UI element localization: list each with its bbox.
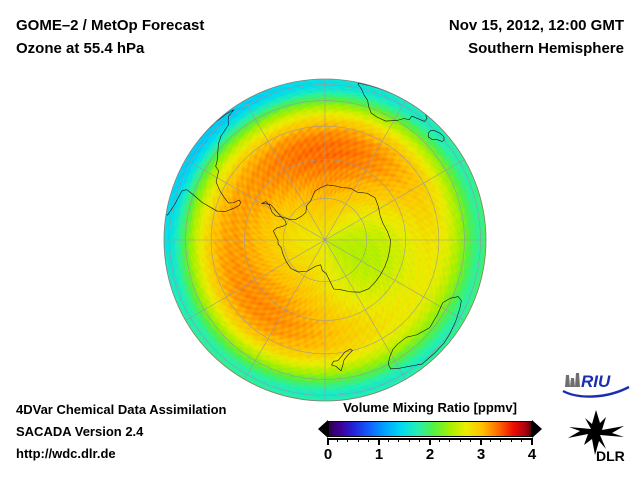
riu-wordmark: RIU: [581, 372, 611, 391]
dlr-wordmark: DLR: [596, 448, 625, 463]
dlr-emblem-icon: [568, 410, 624, 455]
colorbar-minor-tick: [449, 438, 451, 442]
colorbar-gradient-bar: [328, 421, 532, 437]
riu-logo: RIU: [560, 371, 632, 401]
colorbar-tick-label: 3: [476, 446, 486, 463]
product-title: GOME–2 / MetOp Forecast: [16, 17, 205, 34]
footer-left: 4DVar Chemical Data Assimilation SACADA …: [16, 399, 227, 465]
colorbar-minor-tick: [367, 438, 369, 442]
colorbar-tick: [429, 438, 431, 445]
colorbar-minor-tick: [337, 438, 339, 442]
colorbar-minor-tick: [459, 438, 461, 442]
riu-tower-icon: [565, 373, 580, 387]
header-right: Nov 15, 2012, 12:00 GMT Southern Hemisph…: [449, 14, 624, 60]
website-link[interactable]: http://wdc.dlr.de: [16, 446, 116, 461]
colorbar-bar-row: [318, 420, 542, 438]
colorbar-minor-tick: [490, 438, 492, 442]
colorbar-minor-tick: [388, 438, 390, 442]
dlr-logo-icon: DLR: [568, 410, 625, 464]
colorbar-tick-label: 0: [323, 446, 333, 463]
colorbar-minor-tick: [398, 438, 400, 442]
colorbar-extend-right-arrow: [532, 420, 542, 438]
colorbar-minor-tick: [408, 438, 410, 442]
colorbar-tick-label: 2: [425, 446, 435, 463]
header-left: GOME–2 / MetOp Forecast Ozone at 55.4 hP…: [16, 14, 204, 60]
colorbar-minor-tick: [357, 438, 359, 442]
colorbar-minor-tick: [418, 438, 420, 442]
colorbar-gradient-fill: [329, 422, 531, 436]
colorbar-minor-tick: [469, 438, 471, 442]
colorbar-tick: [531, 438, 533, 445]
colorbar-minor-tick: [520, 438, 522, 442]
ozone-field-canvas: [163, 78, 487, 402]
colorbar-title: Volume Mixing Ratio [ppmv]: [343, 400, 517, 415]
colorbar-tick: [327, 438, 329, 445]
valid-time-label: Nov 15, 2012, 12:00 GMT: [448, 17, 624, 34]
globe-map: [163, 78, 487, 402]
colorbar-tick-label: 1: [374, 446, 384, 463]
hemisphere-label: Southern Hemisphere: [468, 40, 624, 57]
colorbar-tick-label: 4: [527, 446, 537, 463]
colorbar-tick: [378, 438, 380, 445]
product-subtitle: Ozone at 55.4 hPa: [16, 40, 145, 57]
colorbar-minor-tick: [347, 438, 349, 442]
dlr-logo: DLR: [566, 409, 634, 464]
colorbar-minor-tick: [500, 438, 502, 442]
colorbar-minor-tick: [439, 438, 441, 442]
colorbar-axis: 0 1 2 3 4: [324, 438, 536, 463]
version-label: SACADA Version 2.4: [16, 424, 144, 439]
riu-logo-icon: RIU: [562, 372, 630, 398]
method-label: 4DVar Chemical Data Assimilation: [16, 402, 227, 417]
colorbar: Volume Mixing Ratio [ppmv] 0 1 2 3 4: [318, 400, 542, 463]
colorbar-extend-left-arrow: [318, 420, 328, 438]
riu-swoosh-icon: [562, 385, 630, 398]
colorbar-minor-tick: [510, 438, 512, 442]
colorbar-tick: [480, 438, 482, 445]
